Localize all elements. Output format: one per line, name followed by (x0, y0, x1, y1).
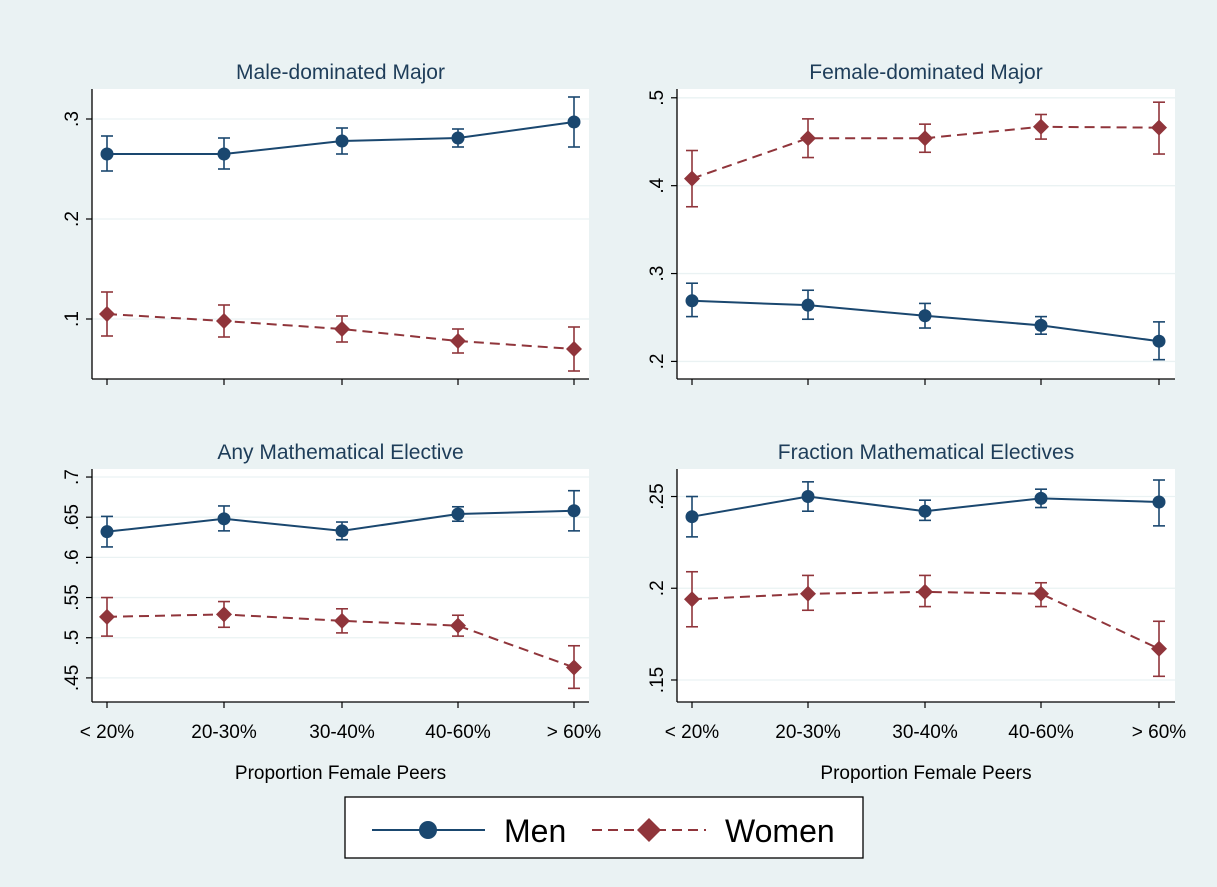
panel-title: Fraction Mathematical Electives (778, 441, 1074, 464)
data-point (917, 130, 933, 147)
data-point (918, 309, 932, 323)
y-tick-label: .65 (62, 504, 83, 530)
series-women (684, 570, 1167, 678)
data-point (217, 512, 231, 526)
data-point (335, 134, 349, 148)
y-tick-label: .25 (647, 483, 668, 509)
legend-men-label: Men (504, 813, 566, 849)
data-point (801, 490, 815, 504)
data-point (800, 130, 816, 147)
data-point (1034, 318, 1048, 332)
data-point (99, 608, 115, 625)
y-tick-label: .6 (62, 549, 83, 565)
data-point (1151, 119, 1167, 136)
data-point (917, 583, 933, 600)
data-point (685, 510, 699, 524)
data-point (334, 321, 350, 337)
x-tick-label: 20-30% (191, 722, 257, 743)
data-point (1033, 118, 1049, 135)
data-point (217, 147, 231, 161)
y-tick-label: .3 (62, 111, 83, 127)
data-point (1033, 585, 1049, 602)
series-men (100, 489, 581, 548)
y-tick-label: .15 (647, 667, 668, 693)
y-tick-label: .3 (647, 266, 668, 282)
data-point (1152, 334, 1166, 348)
x-tick-label: 30-40% (892, 722, 958, 743)
series-line (106, 613, 575, 669)
data-point (216, 606, 232, 623)
y-tick-label: .45 (62, 665, 83, 691)
data-point (800, 585, 816, 602)
series-men (685, 479, 1166, 538)
plot-area (92, 469, 589, 702)
series-line (691, 125, 1160, 180)
y-tick-label: .2 (647, 580, 668, 596)
panel-title: Male-dominated Major (236, 61, 445, 84)
y-tick-label: .5 (62, 630, 83, 646)
data-point (567, 115, 581, 129)
data-point (216, 313, 232, 329)
panel-3: .45 .5 .55 .6 .65 .7 < 20% 20-30% 30-40% 40-60% > … (62, 441, 601, 784)
y-tick-label: .2 (647, 353, 668, 369)
data-point (1034, 491, 1048, 505)
x-tick-label: 20-30% (775, 722, 841, 743)
y-tick-label: .4 (647, 177, 668, 193)
data-point (684, 591, 700, 608)
series-women (684, 101, 1167, 208)
data-point (1151, 640, 1167, 657)
legend-women-marker (637, 818, 661, 842)
y-tick-label: .55 (62, 584, 83, 610)
series-men (100, 96, 581, 172)
data-point (450, 617, 466, 634)
panel-title: Female-dominated Major (809, 61, 1042, 84)
data-point (451, 131, 465, 145)
x-tick-label: > 60% (1132, 722, 1187, 743)
data-point (567, 504, 581, 518)
panel-title: Any Mathematical Elective (217, 441, 463, 464)
panel-1: .1 .2 .3 Male-dominated Major (62, 61, 589, 385)
panel-2: .2 .3 .4 .5 Female-dominated Major (647, 61, 1175, 385)
x-tick-label: 40-60% (1008, 722, 1074, 743)
legend-men-marker (419, 821, 437, 839)
data-point (684, 170, 700, 187)
data-point (451, 507, 465, 521)
x-tick-label: > 60% (547, 722, 602, 743)
panel-4: .15 .2 .25 < 20% 20-30% 30-40% 40-60% > 60% Frac… (647, 441, 1186, 784)
series-line (106, 313, 575, 350)
y-tick-label: .7 (62, 469, 83, 485)
series-women (99, 291, 582, 372)
y-tick-label: .2 (62, 211, 83, 227)
x-tick-label: < 20% (80, 722, 135, 743)
series-women (99, 596, 582, 690)
data-point (566, 341, 582, 357)
legend-women-label: Women (725, 813, 835, 849)
data-point (685, 294, 699, 308)
x-tick-label: 30-40% (309, 722, 375, 743)
y-tick-label: .5 (647, 90, 668, 106)
y-tick-label: .1 (62, 311, 83, 327)
legend: Men Women (344, 796, 864, 859)
panels: .1 .2 .3 Male-dominated Major .2 .3 .4 .5 Female… (62, 61, 1186, 784)
data-point (100, 147, 114, 161)
data-point (99, 306, 115, 322)
data-point (335, 524, 349, 538)
data-point (100, 525, 114, 539)
x-axis-title: Proportion Female Peers (235, 763, 446, 784)
x-tick-label: < 20% (665, 722, 720, 743)
x-tick-label: 40-60% (425, 722, 491, 743)
series-men (685, 282, 1166, 361)
x-axis-title: Proportion Female Peers (820, 763, 1031, 784)
data-point (450, 333, 466, 349)
data-point (1152, 495, 1166, 509)
data-point (334, 612, 350, 629)
data-point (918, 504, 932, 518)
data-point (566, 659, 582, 676)
data-point (801, 298, 815, 312)
